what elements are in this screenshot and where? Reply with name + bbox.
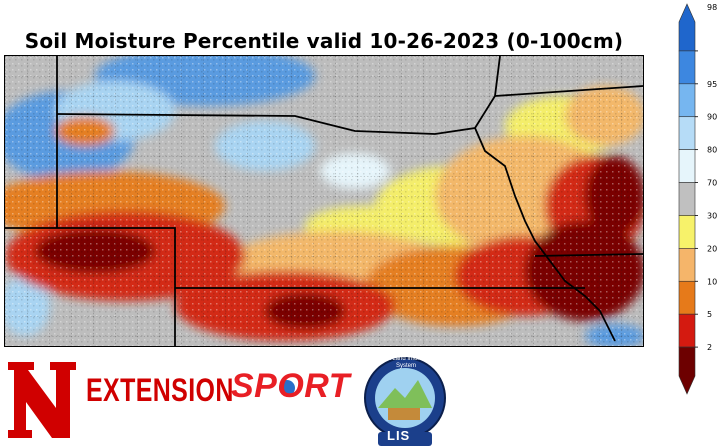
colorbar-tick-label: 30 (707, 211, 717, 220)
colorbar-swatch (678, 346, 696, 395)
colorbar-tick-label: 5 (707, 310, 712, 319)
lis-logo-text: LIS (387, 428, 411, 443)
colorbar-tick-label: 98 (707, 3, 717, 12)
colorbar-tick-label: 80 (707, 146, 717, 155)
page-title: Soil Moisture Percentile valid 10-26-202… (24, 29, 624, 53)
nasa-ring-text: NASA Land Information System (374, 356, 438, 369)
colorbar-legend: 98 95 90 80 70 30 20 10 5 2 (678, 3, 717, 395)
logo-strip (8, 357, 446, 446)
colorbar-tick-label: 20 (707, 244, 717, 253)
colorbar-tick-label: 95 (707, 80, 717, 89)
colorbar-swatch (678, 3, 696, 52)
colorbar-swatch (678, 248, 696, 282)
colorbar-swatch (678, 280, 696, 315)
state-borders (5, 56, 643, 346)
colorbar-swatch (678, 116, 696, 150)
globe-icon (279, 380, 295, 396)
nebraska-n-logo (8, 362, 76, 438)
nasa-lis-logo (364, 357, 446, 446)
colorbar-swatch (678, 149, 696, 183)
soil-moisture-map (4, 55, 644, 347)
colorbar-tick-label: 10 (707, 277, 717, 286)
colorbar-swatch (678, 50, 696, 85)
colorbar-tick-label: 90 (707, 113, 717, 122)
colorbar-swatch (678, 182, 696, 216)
colorbar-swatch (678, 215, 696, 249)
colorbar-swatch (678, 313, 696, 348)
extension-logo-text: EXTENSION (86, 372, 234, 408)
colorbar-tick-label: 70 (707, 179, 717, 188)
colorbar-tick-label: 2 (707, 343, 712, 352)
colorbar-swatch (678, 83, 696, 118)
sport-logo-text: SPORT (231, 367, 351, 405)
